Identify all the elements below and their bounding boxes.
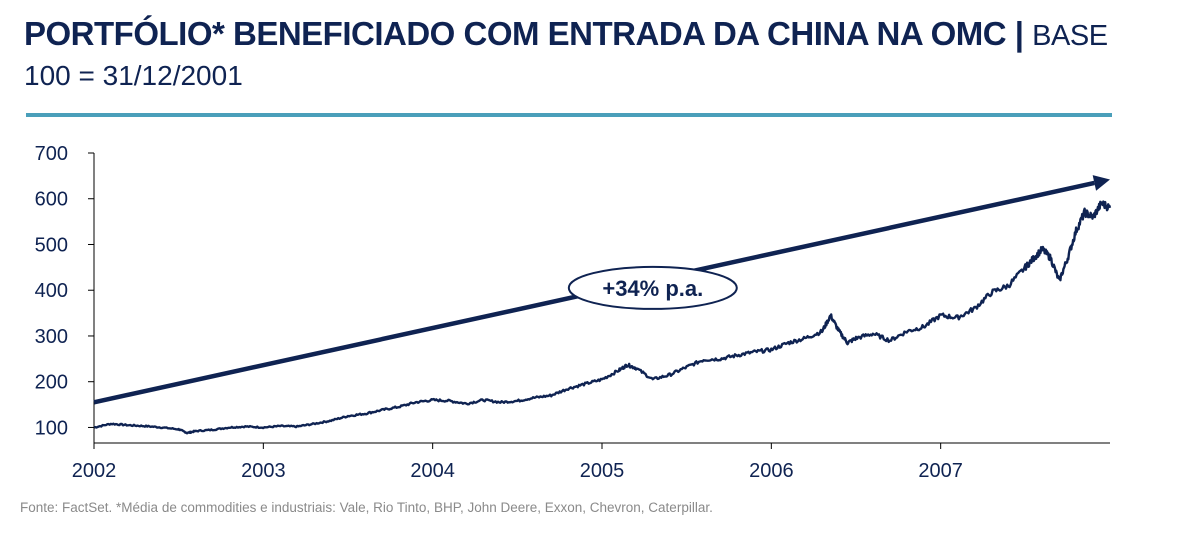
- annotation-ellipse: [567, 265, 738, 310]
- y-tick-label: 700: [35, 143, 68, 165]
- annotation-label: +34% p.a.: [602, 276, 703, 301]
- x-tick-label: 2004: [410, 460, 455, 482]
- y-tick-label: 300: [35, 326, 68, 348]
- chart-title-separator: |: [1006, 15, 1033, 52]
- x-tick-label: 2006: [749, 460, 794, 482]
- x-tick-label: 2007: [918, 460, 963, 482]
- y-tick-label: 600: [35, 189, 68, 211]
- x-tick-label: 2002: [72, 460, 117, 482]
- x-tick-label: 2003: [241, 460, 286, 482]
- y-tick-label: 200: [35, 372, 68, 394]
- chart-subtitle: 100 = 31/12/2001: [24, 60, 243, 91]
- chart-title-light: BASE: [1032, 20, 1108, 52]
- x-tick-label: 2005: [580, 460, 625, 482]
- source-note: Fonte: FactSet. *Média de commodities e …: [20, 500, 713, 515]
- chart-title: PORTFÓLIO* BENEFICIADO COM ENTRADA DA CH…: [24, 12, 1108, 58]
- y-tick-label: 400: [35, 280, 68, 302]
- chart-title-bold: PORTFÓLIO* BENEFICIADO COM ENTRADA DA CH…: [24, 15, 1007, 52]
- y-tick-label: 500: [35, 234, 68, 256]
- series-line: [93, 200, 1112, 435]
- y-tick-label: 100: [35, 417, 68, 439]
- title-divider: [26, 113, 1112, 117]
- trend-arrow-head: [1092, 175, 1110, 191]
